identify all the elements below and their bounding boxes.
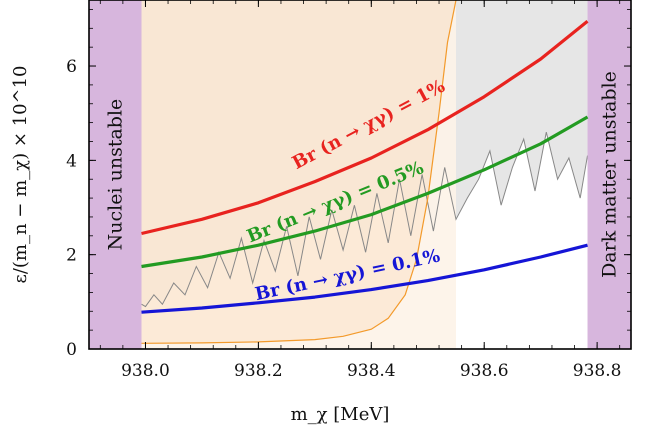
x-tick-label: 938.2 [234, 361, 283, 381]
band-label-dark-matter: Dark matter unstable [598, 71, 620, 278]
plot-area [89, 0, 631, 349]
exclusion-lower-fill [141, 0, 456, 349]
x-tick-label: 938.6 [460, 361, 509, 381]
x-tick-label: 938.0 [121, 361, 170, 381]
axes: 938.0 938.2 938.4 938.6 938.8 0 2 4 6 m_χ [MeV] ε/… [10, 0, 632, 425]
band-labels: Nuclei unstable Dark matter unstable [104, 71, 620, 278]
plot-frame [88, 0, 632, 350]
exclusion-line [141, 0, 457, 344]
y-tick-label: 6 [66, 57, 77, 77]
x-tick-label: 938.8 [573, 361, 622, 381]
exclusion-fill [141, 0, 456, 344]
band-nuclei [89, 0, 142, 349]
y-tick-label: 4 [66, 151, 77, 171]
series-line-0 [141, 19, 589, 236]
y-tick-label: 2 [66, 246, 77, 266]
x-axis-title: m_χ [MeV] [291, 404, 390, 425]
x-tick-label: 938.4 [347, 361, 396, 381]
y-tick-label: 0 [66, 340, 77, 360]
band-dark-matter [587, 0, 631, 349]
band-label-nuclei: Nuclei unstable [104, 99, 126, 251]
constraint-line [141, 131, 588, 308]
series-line-2 [141, 243, 588, 314]
series-line-1 [141, 115, 589, 269]
y-axis-title: ε/(m_n − m_χ) × 10^10 [10, 65, 31, 283]
